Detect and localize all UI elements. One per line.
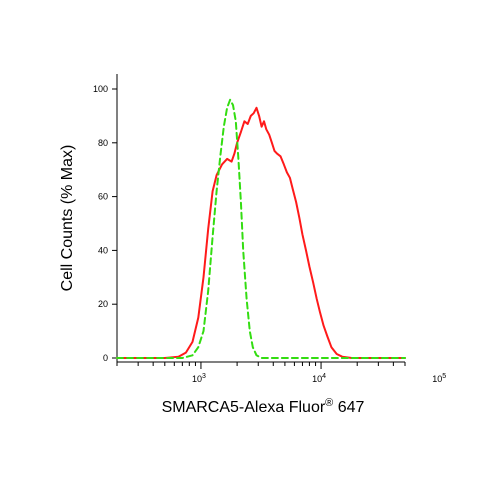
x-axis-title: SMARCA5-Alexa Fluor® 647: [162, 397, 365, 416]
y-tick-label: 80: [98, 138, 108, 148]
plot-area: [116, 74, 405, 363]
y-axis-ticks: 0 20 40 60 80 100: [93, 84, 117, 363]
x-tick-label: 104: [312, 373, 326, 384]
series-layer: [116, 98, 406, 359]
x-tick-exponent: 5: [442, 373, 446, 380]
y-tick-label: 0: [103, 353, 108, 363]
y-tick-label: 100: [93, 84, 108, 94]
x-axis-ticks: 103 104 105: [116, 362, 446, 384]
y-tick-label: 60: [98, 192, 108, 202]
control-histogram-line: [116, 98, 406, 359]
x-axis-title-registered-mark: ®: [325, 397, 333, 409]
x-tick-label: 105: [432, 373, 446, 384]
x-tick-exponent: 4: [322, 373, 326, 380]
x-tick-label: 103: [192, 373, 206, 384]
x-axis-title-suffix: 647: [333, 399, 364, 416]
x-tick-base: 10: [192, 374, 202, 384]
sample-histogram-line: [116, 106, 406, 359]
y-tick-label: 40: [98, 245, 108, 255]
x-tick-base: 10: [312, 374, 322, 384]
x-tick-base: 10: [432, 374, 442, 384]
x-axis-title-main: SMARCA5-Alexa Fluor: [162, 399, 326, 416]
y-tick-label: 20: [98, 299, 108, 309]
y-axis-title: Cell Counts (% Max): [59, 145, 76, 292]
x-tick-exponent: 3: [202, 373, 206, 380]
